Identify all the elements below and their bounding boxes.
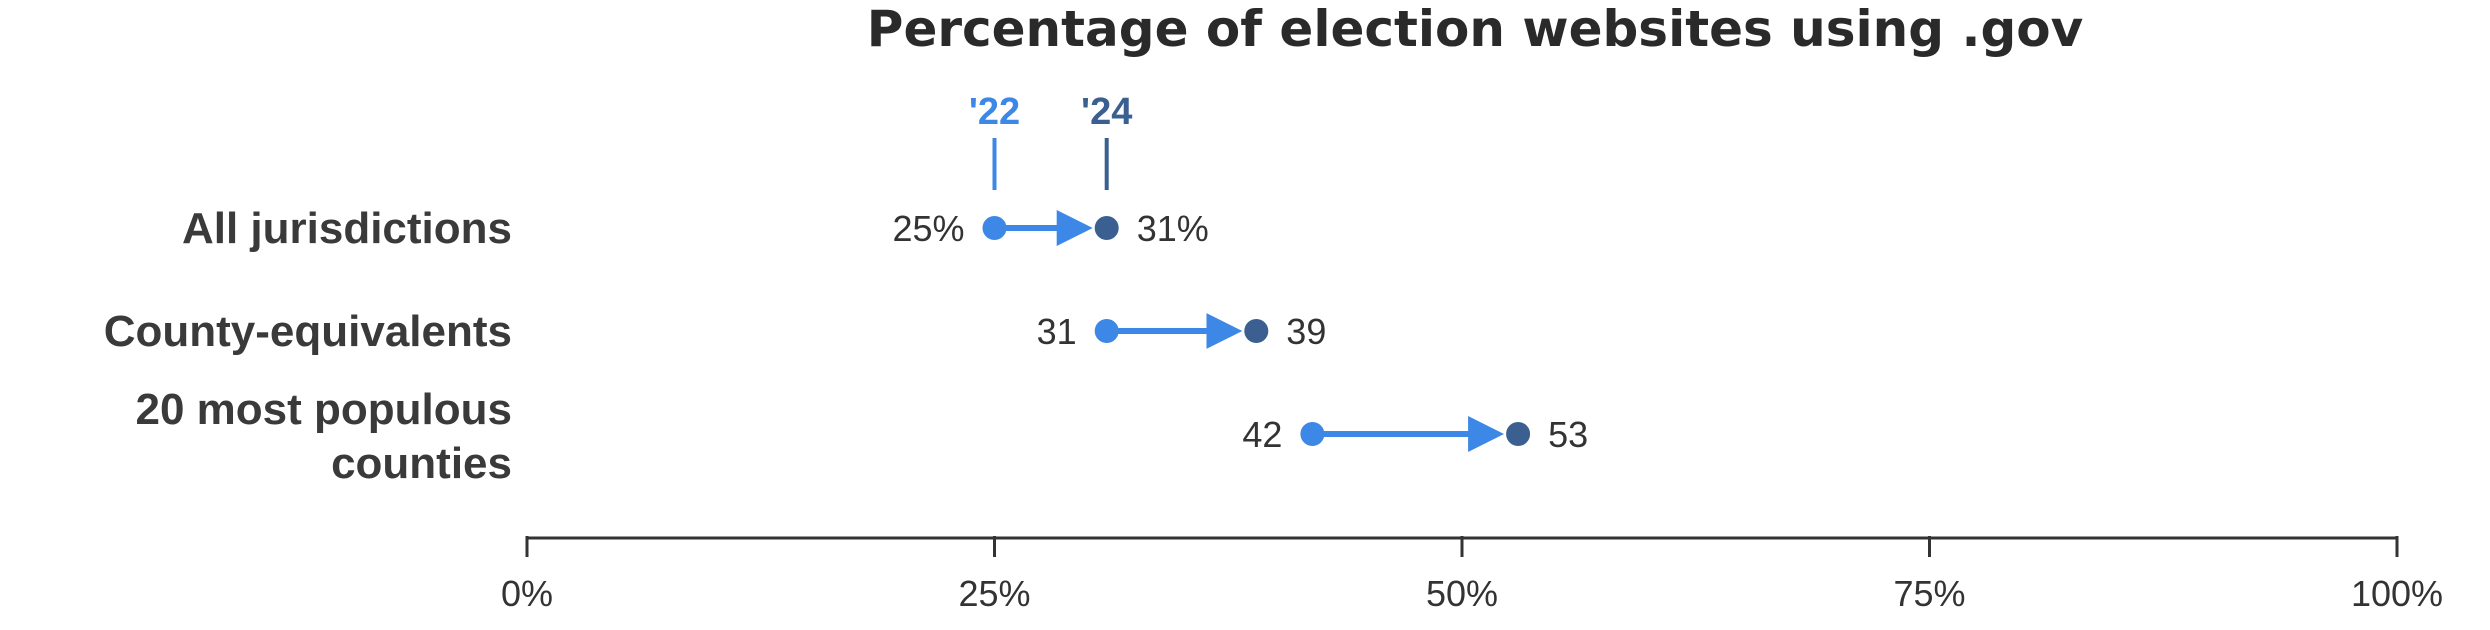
category-label: All jurisdictions: [182, 204, 512, 253]
point-2022: [1094, 319, 1119, 343]
x-tick-label: 75%: [1893, 573, 1965, 614]
x-tick-label: 50%: [1426, 573, 1498, 614]
point-2024: [1506, 422, 1531, 446]
category-label: County-equivalents: [104, 307, 512, 356]
value-label-2022: 42: [1242, 414, 1282, 455]
legend-label-22: '22: [969, 91, 1020, 133]
value-label-2024: 53: [1548, 414, 1588, 455]
x-tick-label: 0%: [501, 573, 553, 614]
point-2024: [1244, 319, 1269, 343]
legend-label-24: '24: [1081, 91, 1132, 133]
value-label-2022: 31: [1037, 311, 1077, 352]
value-label-2024: 31%: [1137, 208, 1209, 249]
category-label: 20 most populous: [136, 385, 512, 434]
value-label-2024: 39: [1286, 311, 1326, 352]
point-2022: [1300, 422, 1325, 446]
x-tick-label: 25%: [958, 573, 1030, 614]
point-2024: [1094, 216, 1119, 240]
value-label-2022: 25%: [892, 208, 964, 249]
chart-title: Percentage of election websites using .g…: [867, 0, 2083, 58]
point-2022: [982, 216, 1007, 240]
category-label: counties: [331, 439, 512, 488]
x-tick-label: 100%: [2351, 573, 2443, 614]
